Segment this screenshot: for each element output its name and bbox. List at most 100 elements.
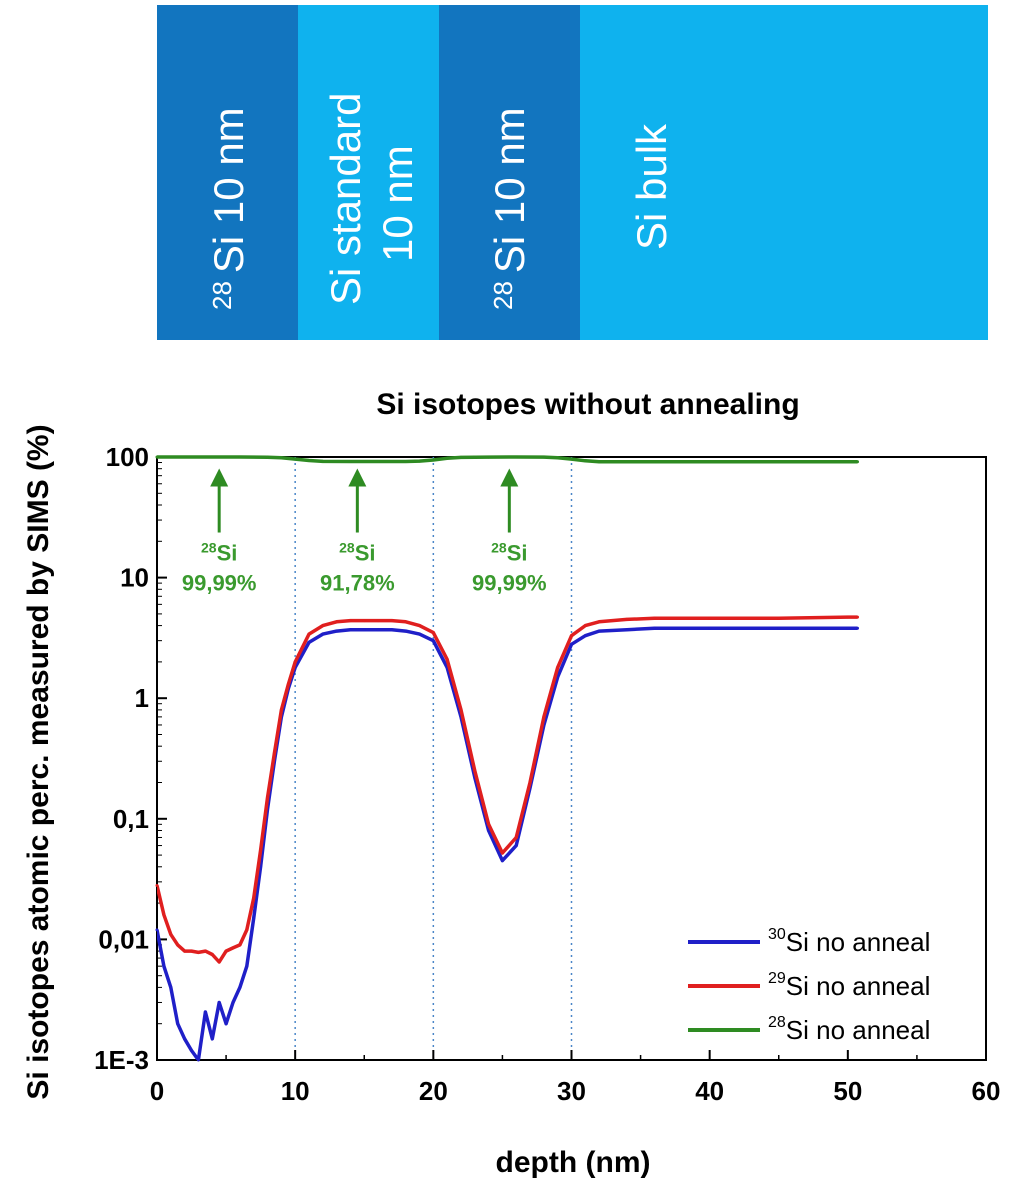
data-point-29si [210, 953, 214, 956]
data-point-30si [231, 1001, 235, 1004]
data-point-30si [169, 985, 173, 989]
data-point-30si [708, 626, 712, 630]
layer-2-label-line2: 10 nm [374, 145, 421, 262]
data-point-28si [487, 455, 491, 459]
data-point-29si [266, 796, 269, 800]
y-tick-label-3: 1 [135, 683, 149, 713]
plot-area: 0 10 20 30 40 50 601E-30,010,111010028Si99,99%… [94, 442, 1000, 1106]
chart-title: Si isotopes without annealing [376, 388, 799, 421]
x-tick-label-50: 50 [833, 1076, 862, 1106]
data-point-28si [210, 455, 214, 459]
data-point-29si [570, 634, 573, 638]
data-point-28si [514, 455, 518, 459]
annotation-value: 91,78% [320, 571, 395, 596]
data-point-29si [652, 616, 656, 620]
data-point-30si [431, 639, 435, 643]
legend-entry-28si: 28Si no anneal [688, 1014, 930, 1045]
data-point-28si [293, 457, 297, 461]
data-point-29si [362, 619, 366, 623]
data-point-29si [231, 946, 235, 950]
data-point-28si [238, 455, 242, 459]
data-point-29si [169, 932, 173, 936]
data-point-29si [238, 943, 242, 947]
data-point-29si [418, 624, 421, 628]
legend-name: Si no anneal [786, 971, 931, 1001]
data-point-29si [528, 781, 532, 784]
data-point-29si [376, 619, 380, 623]
data-point-29si [155, 884, 159, 887]
data-point-29si [217, 960, 221, 964]
data-point-29si [500, 851, 504, 855]
data-point-29si [335, 620, 339, 624]
data-point-28si [348, 460, 352, 463]
data-point-30si [203, 1010, 207, 1014]
layer-1-isotope: 28 [207, 281, 237, 310]
layer-stack: 28Si 10 nm Si standard 10 nm 28Si 10 nm … [157, 5, 988, 340]
layer-1-rect [157, 5, 298, 340]
data-point-28si [570, 457, 573, 461]
data-point-28si [708, 460, 712, 464]
data-point-30si [183, 1037, 187, 1041]
annotation-isotope-label: 28Si [491, 540, 527, 566]
annotation-value: 99,99% [182, 571, 257, 596]
data-point-30si [321, 632, 325, 636]
data-point-28si [418, 459, 421, 463]
data-point-28si [431, 458, 435, 462]
legend-isotope: 29 [768, 970, 786, 987]
data-point-30si [514, 844, 518, 848]
data-point-29si [190, 949, 193, 953]
data-point-30si [335, 629, 339, 633]
data-point-29si [390, 619, 394, 623]
legend-isotope: 30 [768, 926, 786, 943]
x-tick-label-20: 20 [419, 1076, 448, 1106]
annotation-value: 99,99% [472, 571, 547, 596]
data-point-29si [708, 616, 712, 620]
data-point-29si [321, 624, 325, 628]
annotation-isotope: 28 [201, 540, 217, 556]
data-point-29si [196, 950, 200, 954]
y-tick-label-5: 100 [106, 442, 149, 472]
data-point-30si [625, 628, 629, 632]
legend-entry-29si: 29Si no anneal [688, 970, 930, 1001]
data-point-28si [155, 455, 159, 459]
layer-4-rect [580, 5, 988, 340]
layer-1-text: Si 10 nm [205, 107, 252, 273]
data-point-28si [459, 455, 463, 459]
data-point-30si [376, 628, 380, 632]
data-point-30si [238, 985, 242, 989]
data-point-29si [459, 708, 463, 712]
data-point-28si [777, 460, 781, 464]
data-point-30si [652, 626, 656, 630]
annotation-element: Si [355, 541, 376, 566]
data-point-28si [846, 460, 850, 464]
data-point-30si [777, 626, 781, 630]
data-point-29si [597, 620, 601, 624]
series-line-28si [157, 455, 858, 464]
data-point-28si [279, 456, 283, 460]
annotation-isotope-label: 28Si [339, 540, 375, 566]
data-point-30si [224, 1022, 228, 1026]
data-point-30si [597, 629, 601, 633]
layer-2-rect [298, 5, 439, 340]
legend-isotope: 28 [768, 1014, 786, 1031]
data-point-29si [856, 615, 859, 619]
annotation-1: 28Si 99,99% [182, 468, 257, 596]
data-point-29si [224, 949, 228, 953]
data-point-29si [272, 751, 276, 755]
data-point-29si [445, 657, 449, 661]
annotation-isotope: 28 [491, 540, 507, 556]
annotation-isotope-label: 28Si [201, 540, 237, 566]
data-point-29si [286, 683, 290, 686]
data-point-30si [362, 628, 366, 632]
series-line-29si [157, 615, 858, 964]
data-point-28si [542, 455, 546, 459]
data-point-28si [321, 459, 325, 463]
data-point-29si [542, 715, 546, 719]
layer-1-label: 28 Si 10 nm [205, 107, 252, 310]
data-point-29si [252, 896, 256, 900]
y-tick-label-2: 0,1 [113, 804, 149, 834]
layer-4-label: Si bulk [628, 123, 675, 250]
x-tick-label-0: 0 [150, 1076, 164, 1106]
x-tick-label-10: 10 [281, 1076, 310, 1106]
